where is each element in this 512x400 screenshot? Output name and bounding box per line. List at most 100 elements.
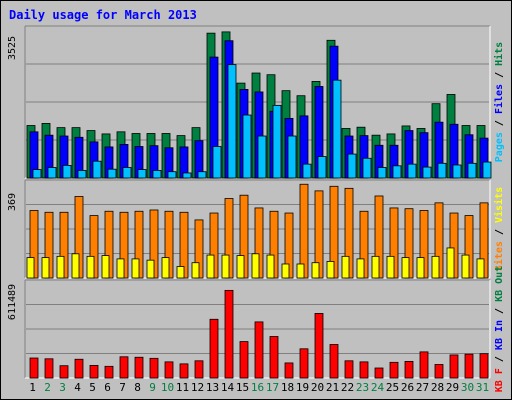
visits-bar bbox=[371, 255, 380, 279]
visits-bar bbox=[296, 263, 305, 279]
pages-bar bbox=[197, 171, 207, 179]
kb-f-bar bbox=[419, 351, 429, 379]
day-label: 12 bbox=[191, 381, 204, 394]
visits-bar bbox=[71, 253, 80, 279]
pages-bar bbox=[332, 79, 342, 179]
visits-bar bbox=[26, 257, 35, 279]
visits-bar bbox=[341, 255, 350, 279]
kb-f-bar bbox=[29, 357, 39, 379]
kb-f-bar bbox=[299, 348, 309, 379]
kb-f-bar bbox=[374, 367, 384, 379]
kb-f-bar bbox=[194, 360, 204, 379]
day-label: 22 bbox=[341, 381, 354, 394]
day-label: 7 bbox=[119, 381, 126, 394]
pages-bar bbox=[437, 162, 447, 179]
visits-legend: Sites / Visits bbox=[493, 187, 505, 271]
pages-bar bbox=[122, 167, 132, 179]
kb-f-bar bbox=[104, 365, 114, 379]
kb-f-bar bbox=[359, 361, 369, 379]
visits-bar bbox=[431, 255, 440, 279]
day-label: 27 bbox=[416, 381, 429, 394]
pages-bar bbox=[407, 163, 417, 179]
day-label: 16 bbox=[251, 381, 264, 394]
pages-bar bbox=[137, 169, 147, 179]
kb-f-bar bbox=[44, 358, 54, 379]
kb-f-bar bbox=[224, 289, 234, 379]
hits-legend: Pages / Files / Hits bbox=[493, 42, 505, 162]
visits-bar bbox=[311, 262, 320, 279]
kb-f-bar bbox=[179, 363, 189, 379]
day-label: 5 bbox=[89, 381, 96, 394]
pages-bar bbox=[362, 157, 372, 179]
day-label: 23 bbox=[356, 381, 369, 394]
kb-f-bar bbox=[59, 365, 69, 379]
day-label: 26 bbox=[401, 381, 414, 394]
pages-bar bbox=[212, 146, 222, 179]
pages-bar bbox=[107, 168, 117, 179]
visits-bar bbox=[401, 257, 410, 279]
kb-f-bar bbox=[449, 354, 459, 379]
visits-bar bbox=[131, 258, 140, 279]
kb-f-bar bbox=[239, 341, 249, 379]
visits-bar bbox=[116, 258, 125, 279]
pages-bar bbox=[302, 163, 312, 179]
hits-ymax-label: 3525 bbox=[7, 36, 18, 60]
pages-bar bbox=[467, 162, 477, 179]
day-label: 29 bbox=[446, 381, 459, 394]
kb-f-bar bbox=[119, 356, 129, 379]
visits-bar bbox=[41, 257, 50, 279]
day-label: 19 bbox=[296, 381, 309, 394]
pages-bar bbox=[92, 160, 102, 179]
visits-bar bbox=[476, 258, 485, 279]
pages-bar bbox=[377, 167, 387, 179]
day-label: 18 bbox=[281, 381, 294, 394]
kb-f-bar bbox=[149, 357, 159, 379]
kb-f-bar bbox=[344, 360, 354, 379]
visits-bar bbox=[251, 253, 260, 279]
pages-bar bbox=[482, 161, 492, 179]
day-label: 28 bbox=[431, 381, 444, 394]
visits-bar bbox=[206, 254, 215, 279]
kb-f-bar bbox=[74, 358, 84, 379]
kb-f-bar bbox=[389, 361, 399, 379]
visits-bar bbox=[416, 257, 425, 279]
kb-f-bar bbox=[329, 344, 339, 379]
visits-bar bbox=[86, 255, 95, 279]
day-label: 11 bbox=[176, 381, 189, 394]
day-label: 25 bbox=[386, 381, 399, 394]
kb-ymax-label: 611489 bbox=[7, 284, 18, 320]
visits-bar bbox=[446, 247, 455, 279]
pages-bar bbox=[227, 64, 237, 179]
visits-ymax-label: 369 bbox=[7, 193, 18, 211]
pages-bar bbox=[272, 104, 282, 179]
pages-bar bbox=[452, 164, 462, 179]
day-label: 9 bbox=[149, 381, 156, 394]
day-label: 1 bbox=[29, 381, 36, 394]
pages-bar bbox=[317, 156, 327, 179]
kb-f-bar bbox=[479, 353, 489, 379]
visits-bar bbox=[326, 261, 335, 279]
visits-bar bbox=[266, 254, 275, 279]
day-label: 15 bbox=[236, 381, 249, 394]
visits-bar bbox=[386, 255, 395, 279]
day-label: 6 bbox=[104, 381, 111, 394]
visits-bar bbox=[461, 254, 470, 279]
kb-f-bar bbox=[134, 356, 144, 379]
pages-bar bbox=[257, 135, 267, 179]
day-label: 20 bbox=[311, 381, 324, 394]
day-label: 3 bbox=[59, 381, 66, 394]
pages-bar bbox=[47, 167, 57, 179]
kb-f-bar bbox=[314, 313, 324, 379]
visits-bar bbox=[101, 255, 110, 279]
kb-f-bar bbox=[164, 361, 174, 379]
day-label: 17 bbox=[266, 381, 279, 394]
visits-bar bbox=[161, 257, 170, 279]
kb-f-bar bbox=[209, 318, 219, 379]
kb-f-bar bbox=[284, 362, 294, 379]
pages-bar bbox=[167, 171, 177, 179]
pages-bar bbox=[62, 165, 72, 179]
day-label: 13 bbox=[206, 381, 219, 394]
pages-bar bbox=[422, 166, 432, 179]
visits-bar bbox=[356, 258, 365, 279]
